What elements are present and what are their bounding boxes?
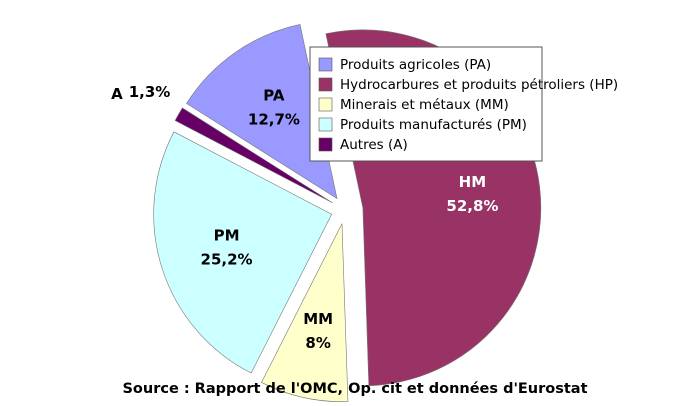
pie-slice (261, 223, 349, 402)
legend-label: Minerais et métaux (MM) (340, 97, 509, 113)
slice-label: MM (303, 310, 333, 328)
caption: Source : Rapport de l'OMC, Op. cit et do… (122, 381, 587, 397)
pie-slice (186, 24, 338, 200)
slice-value: 8% (305, 334, 330, 352)
legend-swatch (318, 57, 333, 72)
legend: Produits agricoles (PA) Hydrocarbures et … (309, 46, 618, 162)
legend-label: Produits agricoles (PA) (340, 57, 491, 73)
legend-label: Autres (A) (340, 137, 408, 153)
legend-swatch (318, 97, 333, 112)
slice-value: 25,2% (201, 250, 253, 268)
slice-label: A (111, 85, 123, 103)
legend-box (309, 46, 543, 162)
slice-value: 52,8% (446, 197, 498, 215)
legend-swatch (318, 137, 333, 152)
slice-label: PA (263, 86, 285, 104)
slice-value: 12,7% (248, 110, 300, 128)
slice-label: HM (459, 173, 486, 191)
slice-value: 1,3% (129, 83, 171, 101)
legend-label: Produits manufacturés (PM) (340, 117, 527, 133)
legend-swatch (318, 77, 333, 92)
pie-slice (174, 107, 334, 204)
legend-swatch (318, 117, 333, 132)
legend-label: Hydrocarbures et produits pétroliers (HP… (340, 77, 618, 93)
pie-slice (153, 131, 333, 374)
slice-label: PM (214, 226, 240, 244)
